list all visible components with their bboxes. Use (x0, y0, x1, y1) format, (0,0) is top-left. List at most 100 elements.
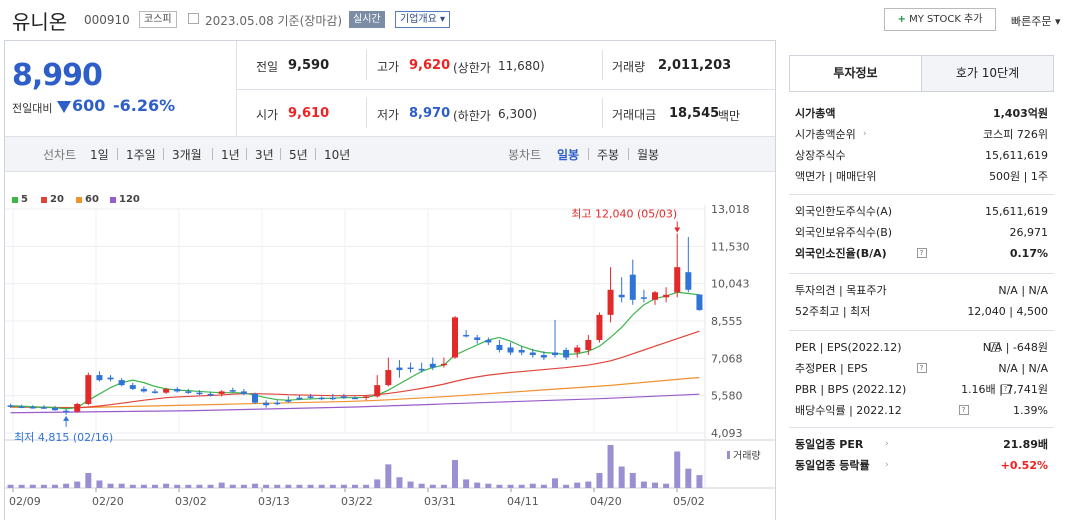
candle-body (163, 388, 170, 393)
volume-bar (52, 484, 58, 488)
volume-legend-swatch (727, 451, 730, 459)
stock-name: 유니온 (12, 10, 68, 34)
volume-bar (96, 480, 103, 488)
candle-body (485, 339, 492, 343)
candle-body (452, 317, 458, 358)
candle-body (552, 352, 558, 356)
change-percent: -6.26% (113, 96, 176, 115)
info-row-label: 외국인한도주식수(A) (795, 205, 893, 218)
info-row-value: 500원 | 1주 (989, 170, 1048, 183)
period-10y[interactable]: 10년 (324, 148, 351, 162)
help-icon[interactable]: ? (990, 342, 1000, 352)
volume-bar (540, 484, 547, 488)
candle-body (474, 337, 481, 340)
y-tick-label: 10,043 (711, 278, 750, 291)
info-row-value: 15,611,619 (985, 205, 1048, 218)
realtime-button[interactable]: 실시간 (349, 11, 385, 28)
help-icon[interactable]: ? (916, 363, 927, 373)
add-mystock-button[interactable]: + MY STOCK 추가 (884, 8, 996, 31)
info-row-value: 12,040 | 4,500 (967, 305, 1048, 318)
company-info-button[interactable]: 기업개요 ▾ (395, 11, 450, 28)
legend-ma5: 5 (21, 194, 28, 205)
info-row-label: 동일업종 PER (795, 438, 864, 451)
help-icon[interactable]: ? (916, 248, 927, 258)
divider (280, 148, 281, 160)
candle-body (174, 388, 181, 392)
volume-bar (463, 479, 470, 488)
volume-bar (674, 451, 681, 488)
candle-body (618, 294, 625, 298)
candle-body (352, 397, 358, 400)
price-chart[interactable]: 13,018 11,530 10,043 8,555 7,068 5,580 4,093 02… (5, 205, 775, 520)
period-5y[interactable]: 5년 (289, 148, 308, 162)
volume-value: 2,011,203 (658, 58, 732, 73)
legend-swatch-5 (12, 197, 18, 203)
volume-bar (552, 478, 558, 488)
candle-chart-label: 봉차트 (508, 148, 542, 162)
line-chart-button[interactable]: 선차트 (43, 148, 77, 162)
info-row: 투자의견 | 목표주가 N/A | N/A (795, 280, 1048, 301)
info-row-value: 26,971 (1009, 226, 1049, 239)
divider (366, 50, 367, 80)
info-row: 동일업종 등락률 › +0.52% (795, 455, 1048, 476)
open-value: 9,610 (288, 106, 330, 121)
candle-body (74, 403, 81, 412)
stock-header: 유니온 000910 코스피 2023.05.08 기준(장마감) 실시간 기업… (0, 0, 1070, 38)
legend-ma60: 60 (85, 194, 99, 205)
volume-bar (163, 483, 170, 488)
y-tick-label: 5,580 (711, 390, 743, 403)
candle-body (529, 352, 536, 356)
high-value: 9,620 (409, 58, 451, 73)
tab-orderbook[interactable]: 호가 10단계 (921, 55, 1054, 92)
info-row-value: N/A | N/A (998, 362, 1048, 375)
period-1w[interactable]: 1주일 (126, 148, 156, 162)
info-row-label: 투자의견 | 목표주가 (795, 284, 887, 297)
tab-invest-info[interactable]: 투자정보 (789, 55, 922, 92)
candle-body (40, 407, 47, 409)
low-label: 저가 (377, 108, 400, 122)
volume-bar (263, 484, 270, 488)
change-value: 600 (72, 96, 106, 115)
volume-bar (429, 484, 436, 488)
high-label: 고가 (377, 60, 400, 74)
x-tick-label: 05/02 (673, 495, 705, 508)
info-row: 외국인소진율(B/A)? 0.17% (795, 243, 1048, 264)
plus-icon: + (897, 14, 906, 25)
volume-bar (29, 484, 36, 488)
volume-bar (218, 482, 225, 488)
info-row: 외국인보유주식수(B) 26,971 (795, 222, 1048, 243)
upper-limit-value: 11,680) (498, 59, 545, 73)
legend-swatch-20 (41, 197, 47, 203)
volume-bar (7, 484, 14, 488)
volume-bar (240, 484, 247, 488)
divider (163, 148, 164, 160)
stock-code: 000910 (84, 13, 130, 27)
volume-bar (152, 484, 158, 488)
info-row-label: 액면가 | 매매단위 (795, 170, 877, 183)
quick-order-button[interactable]: 빠른주문 ▾ (1011, 15, 1061, 28)
help-icon[interactable]: ? (958, 405, 969, 415)
candle-body (418, 368, 425, 371)
date-text: 2023.05.08 기준(장마감) (205, 14, 343, 28)
volume-bar (696, 475, 703, 488)
period-3y[interactable]: 3년 (255, 148, 274, 162)
period-1d[interactable]: 1일 (90, 148, 109, 162)
period-3m[interactable]: 3개월 (172, 148, 202, 162)
candle-body (218, 391, 225, 394)
candle-body (596, 314, 603, 340)
info-row-value: 코스피 726위 (983, 128, 1048, 141)
candle-body (363, 396, 370, 398)
period-1y[interactable]: 1년 (221, 148, 240, 162)
info-row-value: +0.52% (1000, 459, 1048, 472)
candle-body (696, 294, 703, 311)
volume-bar (518, 484, 525, 488)
daily-candle-button[interactable]: 일봉 (557, 148, 580, 162)
info-row-label: 배당수익률 | 2022.12 (795, 404, 902, 417)
low-annotation: 최저 4,815 (02/16) (14, 431, 113, 444)
legend-ma120: 120 (119, 194, 140, 205)
volume-bar (107, 483, 114, 488)
weekly-candle-button[interactable]: 주봉 (597, 148, 620, 162)
divider (789, 330, 1054, 331)
monthly-candle-button[interactable]: 월봉 (637, 148, 660, 162)
help-icon[interactable]: ? (1000, 384, 1011, 394)
